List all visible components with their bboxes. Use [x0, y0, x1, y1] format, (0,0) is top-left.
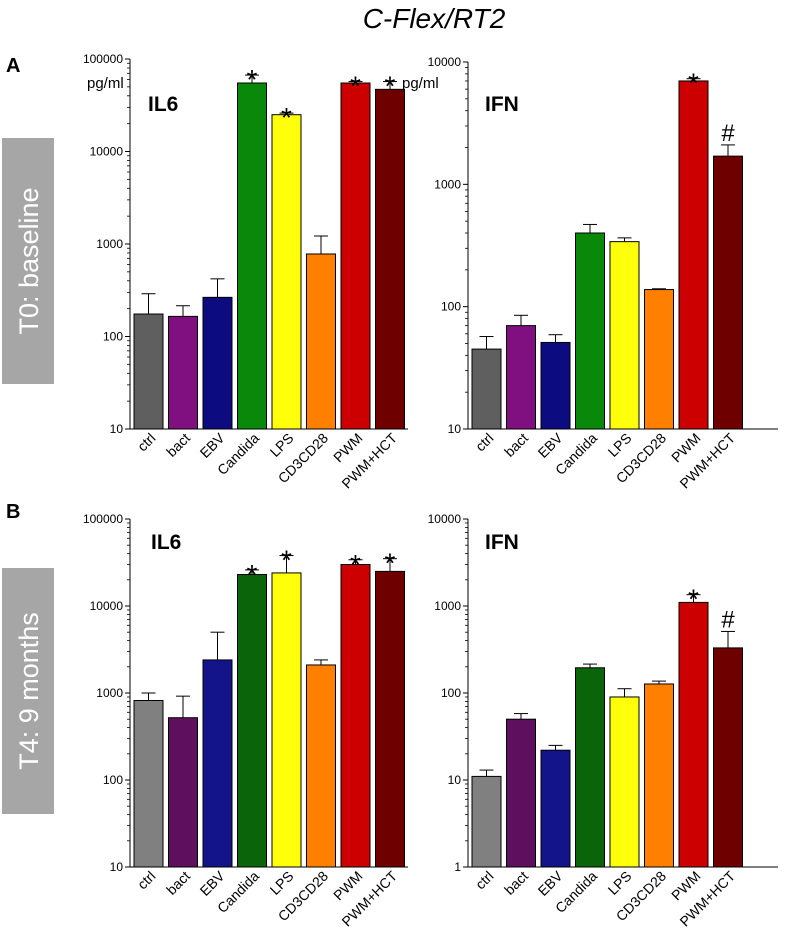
- row-label-box-9months: [2, 568, 54, 814]
- bar-lps: [271, 572, 302, 868]
- bar-pwm-hct: [713, 155, 743, 430]
- bar-ctrl: [133, 699, 164, 868]
- bar-bact: [506, 718, 536, 868]
- bar-pwm-hct: [713, 647, 743, 868]
- significance-star: *: [385, 71, 396, 102]
- panel-letter-a: A: [6, 55, 20, 77]
- x-tick-label: ctrl: [134, 430, 159, 455]
- bar-pwm: [678, 601, 709, 868]
- bar-ebv: [540, 749, 571, 868]
- x-tick-label: LPS: [267, 430, 297, 460]
- bar-lps: [609, 241, 640, 430]
- y-tick-label: 100: [441, 686, 461, 700]
- significance-star: *: [281, 102, 292, 133]
- y-tick-label: 100: [103, 773, 123, 787]
- bar-pwm: [340, 82, 371, 430]
- bar-cd3cd28: [644, 289, 674, 430]
- y-tick-label: 10: [448, 773, 462, 787]
- y-tick-label: 1: [454, 860, 461, 874]
- x-tick-label: ctrl: [472, 430, 497, 455]
- significance-star: *: [688, 584, 699, 615]
- bar-cd3cd28: [644, 683, 674, 868]
- x-tick-label: LPS: [605, 430, 635, 460]
- significance-star: *: [247, 559, 258, 590]
- significance-star: *: [385, 548, 396, 579]
- bar-candida: [237, 82, 267, 430]
- panel-letter-b: B: [6, 501, 20, 523]
- chart-title: IL6: [151, 531, 181, 554]
- bar-ebv: [202, 659, 233, 868]
- y-tick-label: 100000: [83, 52, 123, 66]
- y-tick-label: 10000: [428, 55, 462, 69]
- significance-hash: #: [721, 120, 735, 147]
- y-tick-label: 10000: [428, 512, 462, 526]
- bar-cd3cd28: [306, 664, 336, 868]
- chart-title: IL6: [148, 93, 178, 116]
- y-tick-label: 10: [110, 422, 124, 436]
- significance-star: *: [350, 549, 361, 580]
- y-tick-label: 10: [448, 422, 462, 436]
- x-tick-label: LPS: [267, 868, 297, 898]
- y-tick-label: 10000: [90, 145, 124, 159]
- significance-star: *: [350, 71, 361, 102]
- bar-cd3cd28: [306, 253, 336, 430]
- y-axis-unit-label: pg/ml: [87, 75, 124, 92]
- y-axis-unit-label: pg/ml: [402, 75, 439, 92]
- bar-ebv: [202, 296, 233, 430]
- bar-ebv: [540, 341, 571, 430]
- bar-pwm-hct: [375, 570, 405, 868]
- figure-title: C-Flex/RT2: [363, 3, 506, 34]
- bar-candida: [575, 232, 605, 430]
- y-tick-label: 10000: [90, 599, 124, 613]
- bar-bact: [506, 325, 536, 430]
- y-tick-label: 1000: [434, 599, 461, 613]
- y-tick-label: 100: [103, 330, 123, 344]
- significance-hash: #: [721, 606, 735, 633]
- x-tick-label: bact: [501, 430, 531, 460]
- bar-lps: [609, 696, 640, 868]
- bar-ctrl: [471, 348, 502, 430]
- row-label-box-baseline: [2, 138, 54, 384]
- row-label-baseline: T0: baseline: [14, 187, 44, 334]
- bar-pwm: [340, 563, 371, 868]
- x-tick-label: LPS: [605, 868, 635, 898]
- y-tick-label: 100000: [83, 512, 123, 526]
- significance-star: *: [688, 68, 699, 99]
- y-tick-label: 1000: [434, 177, 461, 191]
- x-tick-label: bact: [163, 430, 193, 460]
- bar-pwm-hct: [375, 88, 405, 430]
- bar-lps: [271, 114, 302, 430]
- y-tick-label: 100: [441, 300, 461, 314]
- y-tick-label: 1000: [96, 237, 123, 251]
- chart-title: IFN: [485, 531, 519, 554]
- bar-bact: [168, 315, 198, 430]
- bar-pwm: [678, 80, 709, 430]
- x-tick-label: ctrl: [472, 868, 497, 893]
- x-tick-label: bact: [501, 868, 531, 898]
- x-tick-label: bact: [163, 868, 193, 898]
- y-tick-label: 10: [110, 860, 124, 874]
- bar-ctrl: [471, 775, 502, 868]
- significance-star: *: [281, 545, 292, 576]
- significance-star: *: [247, 64, 258, 95]
- x-tick-label: ctrl: [134, 868, 159, 893]
- chart-title: IFN: [485, 93, 519, 116]
- y-tick-label: 1000: [96, 686, 123, 700]
- bar-candida: [237, 574, 267, 868]
- bar-bact: [168, 717, 198, 868]
- row-label-9months: T4: 9 months: [14, 612, 44, 770]
- bar-candida: [575, 667, 605, 868]
- bar-ctrl: [133, 313, 164, 430]
